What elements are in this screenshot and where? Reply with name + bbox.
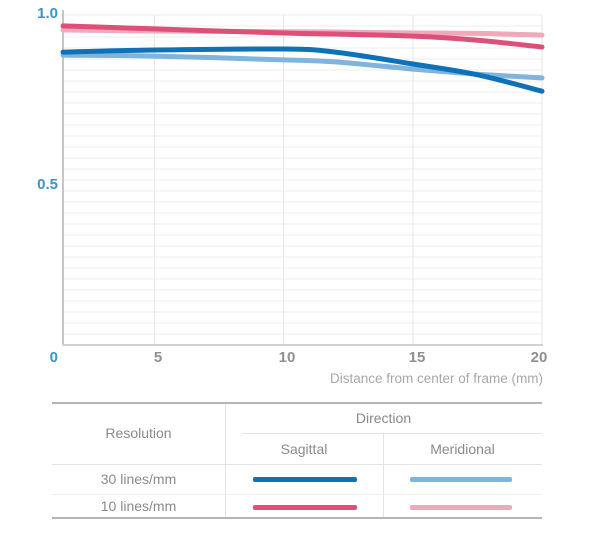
- legend-swatch-30-meridional: [410, 477, 512, 482]
- direction-header: Direction: [355, 409, 412, 426]
- x-axis-title: Distance from center of frame (mm): [329, 371, 543, 386]
- legend-table: Resolution Direction Sagittal Meridional…: [52, 402, 542, 519]
- header-bottom-line: [52, 464, 542, 465]
- curve-30-lines-mm-sagittal: [60, 46, 545, 94]
- legend-swatch-30-sagittal: [253, 477, 357, 482]
- table-divider-vertical-1: [225, 404, 226, 517]
- legend-row-label-10: 10 lines/mm: [100, 497, 177, 514]
- meridional-header: Meridional: [430, 440, 495, 457]
- y-axis-label-0.5: 0.5: [37, 176, 58, 193]
- x-tick-20: 20: [530, 349, 548, 366]
- table-top-border: [52, 402, 542, 404]
- origin-label: 0: [49, 349, 58, 366]
- table-divider-vertical-2: [383, 433, 384, 517]
- legend-swatch-10-sagittal: [253, 505, 357, 510]
- x-tick-5: 5: [153, 349, 163, 366]
- legend-swatch-10-meridional: [410, 505, 512, 510]
- resolution-header: Resolution: [105, 425, 172, 441]
- table-bottom-border: [52, 517, 542, 519]
- legend-row-label-30: 30 lines/mm: [100, 471, 177, 487]
- mtf-plot: [60, 10, 545, 346]
- y-axis-label-1.0: 1.0: [37, 5, 58, 22]
- x-tick-10: 10: [278, 349, 296, 366]
- row-divider-line: [52, 494, 542, 495]
- curve-10-lines-mm-sagittal: [60, 23, 545, 50]
- sagittal-header: Sagittal: [280, 440, 328, 457]
- x-tick-15: 15: [408, 349, 426, 366]
- direction-underline: [242, 433, 542, 434]
